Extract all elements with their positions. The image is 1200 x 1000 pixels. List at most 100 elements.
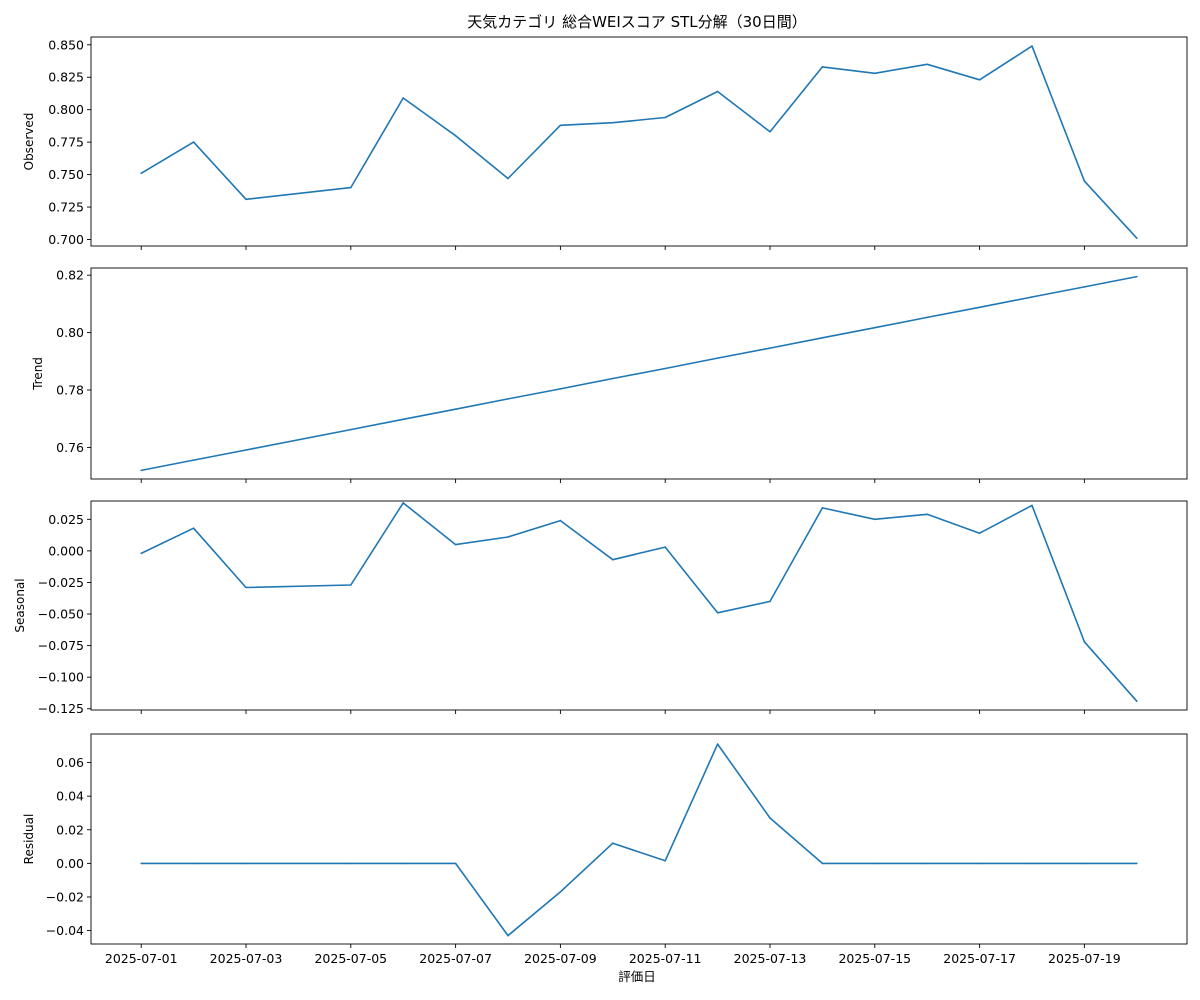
series-line-observed [140,45,1138,239]
data-point [664,116,666,119]
data-point [664,546,666,548]
panel-frame [90,500,1188,711]
data-point [926,63,928,66]
y-tick-label: 0.02 [56,822,84,837]
data-point [1136,862,1138,865]
data-point [1031,296,1033,298]
data-point [612,558,614,561]
data-point [454,408,457,411]
data-point [454,543,457,546]
data-point [716,743,719,745]
y-tick-label: 0.800 [48,102,84,117]
y-axis-label-trend: Trend [31,357,45,391]
x-tick-label: 2025-07-19 [1048,951,1121,966]
y-tick-label: 0.825 [48,70,84,85]
x-tick-label: 2025-07-15 [838,951,911,966]
y-tick-label: −0.050 [38,607,84,622]
y-tick-label: 0.725 [48,200,84,215]
data-point [612,377,614,380]
data-point [140,862,142,865]
y-tick-label: 0.76 [56,440,84,455]
data-point [716,357,719,359]
y-tick-label: 0.775 [48,135,84,150]
y-tick-label: −0.04 [46,923,84,938]
panel-residual: −0.04 −0.02 0.00 0.02 0.04 0.06 2025-07-01 2025… [22,733,1188,966]
data-point [350,584,352,586]
panel-frame [90,267,1188,480]
data-point [559,891,562,893]
data-point [821,337,824,339]
data-point [716,90,719,93]
data-point [874,862,876,865]
data-point [1136,237,1138,239]
data-point [140,469,142,472]
data-point [507,536,509,538]
data-point [402,862,405,865]
data-point [559,124,562,127]
y-tick-label: −0.125 [38,701,84,716]
data-point [192,141,195,143]
x-tick-label: 2025-07-05 [314,951,387,966]
x-tick-label: 2025-07-09 [524,951,597,966]
data-point [1083,862,1086,865]
data-point [664,367,666,370]
series-line-seasonal [140,502,1138,702]
y-tick-label: 0.850 [48,37,84,52]
data-point [874,72,876,75]
data-point [874,518,876,521]
data-point [140,172,142,175]
data-point [350,428,352,431]
panel-seasonal: −0.125 −0.100 −0.075 −0.050 −0.025 0.000 0.025… [13,500,1188,716]
y-tick-label: 0.82 [56,268,84,283]
y-tick-label: 0.000 [48,543,84,558]
data-point [402,97,405,99]
y-tick-label: 0.025 [48,512,84,527]
data-point [507,934,509,937]
data-point [664,860,666,862]
y-tick-label: −0.100 [38,670,84,685]
data-point [612,842,614,844]
y-tick-label: −0.075 [38,638,84,653]
data-point [192,862,195,865]
y-tick-label: 0.750 [48,167,84,182]
data-point [559,388,562,390]
data-point [821,862,824,865]
y-tick-label: 0.78 [56,383,84,398]
data-point [769,600,771,603]
data-point [978,532,981,534]
x-tick-label: 2025-07-01 [105,951,178,966]
data-point [769,817,771,819]
data-point [559,519,562,522]
x-tick-label: 2025-07-11 [629,951,702,966]
data-point [821,66,824,68]
data-point [1031,862,1033,865]
series-line-trend [141,275,1137,472]
x-axis-label: 評価日 [618,969,656,984]
data-point [1083,641,1086,643]
data-point [769,347,771,349]
data-point [1083,180,1086,182]
data-point [507,398,509,400]
panel-frame [90,733,1188,945]
data-point [192,459,195,461]
data-point [350,862,352,865]
x-tick-label: 2025-07-17 [943,951,1016,966]
data-point [402,502,405,504]
data-point [402,418,405,421]
data-point [769,131,771,133]
data-point [192,527,195,529]
data-point [612,121,614,124]
data-point [454,862,457,865]
data-point [1083,286,1086,288]
y-tick-label: −0.02 [46,889,84,904]
y-tick-label: 0.00 [56,856,84,871]
data-point [350,186,352,189]
data-point [978,306,981,309]
data-point [926,316,928,319]
chart-title: 天気カテゴリ 総合WEIスコア STL分解（30日間） [467,13,806,31]
data-point [245,449,247,451]
data-point [507,177,509,180]
panel-trend: 0.76 0.78 0.80 0.82 Trend [31,267,1188,483]
y-axis-label-residual: Residual [22,814,36,865]
